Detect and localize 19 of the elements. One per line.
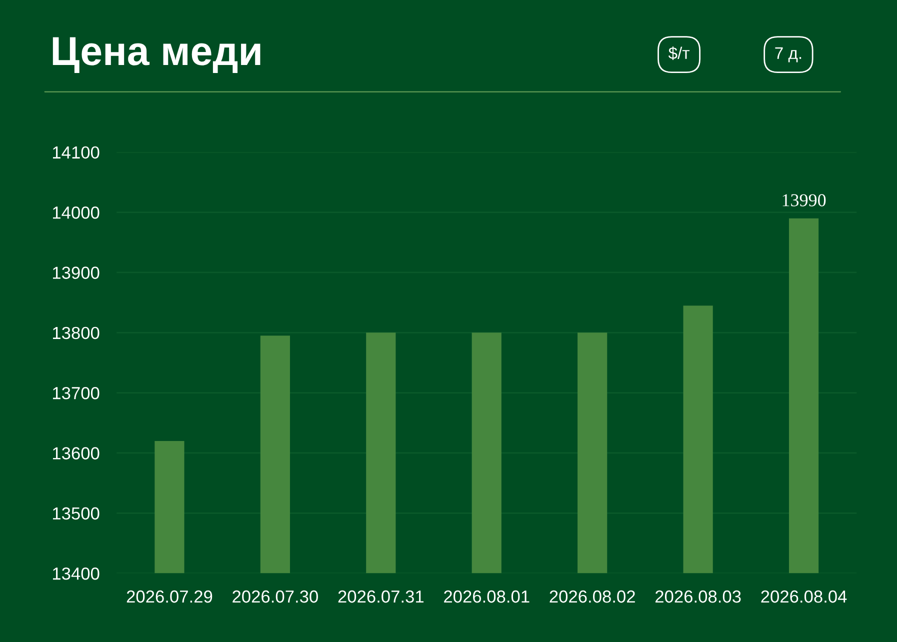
x-tick-label: 2026.08.02 <box>550 590 635 603</box>
x-tick-label: 2026.08.01 <box>444 590 530 603</box>
chart-title: Цена меди <box>52 37 260 74</box>
data-label: 13990 <box>782 194 826 206</box>
x-tick-label: 2026.07.30 <box>232 590 318 603</box>
y-tick-label: 13700 <box>52 386 100 400</box>
y-tick-label: 13400 <box>52 567 100 580</box>
text: $/т <box>668 46 690 60</box>
y-tick-label: 14000 <box>52 206 100 219</box>
y-tick-label: 13600 <box>52 447 100 460</box>
y-tick-label: 13500 <box>52 507 100 520</box>
y-tick-label: 13800 <box>52 326 100 340</box>
x-tick-label: 2026.08.03 <box>655 590 741 603</box>
x-tick-label: 2026.07.31 <box>338 590 424 603</box>
x-tick-label: 2026.08.04 <box>761 590 847 603</box>
text: 7 д. <box>775 47 802 62</box>
y-tick-label: 14100 <box>52 146 100 159</box>
y-tick-label: 13900 <box>52 266 100 279</box>
x-tick-label: 2026.07.29 <box>126 590 212 603</box>
